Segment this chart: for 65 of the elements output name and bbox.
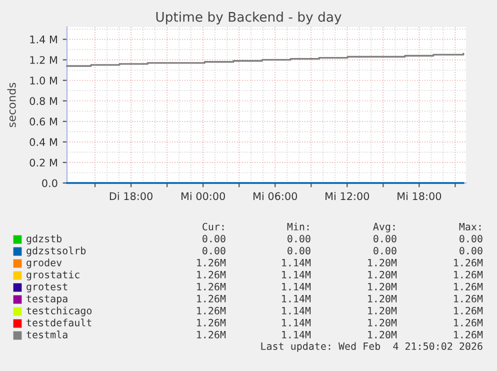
text: 1.26M <box>454 318 483 326</box>
text: Avg: <box>373 222 395 232</box>
legend-label: testapa <box>26 295 68 304</box>
y-axis-title: seconds <box>7 82 16 128</box>
text: 1.26M <box>197 306 226 314</box>
y-tick-label: 1.0 M <box>30 76 57 84</box>
text: 1.26M <box>454 282 483 290</box>
y-tick-label: 1.2 M <box>30 56 57 64</box>
text: 1.20M <box>368 306 397 314</box>
text: 0.00 <box>202 246 226 254</box>
legend-label: gdzstb <box>26 234 62 244</box>
text: 1.14M <box>282 270 311 278</box>
y-tick-label: 0.8 M <box>30 97 57 105</box>
legend-label: grodev <box>26 258 62 268</box>
legend-label: grostatic <box>26 270 80 280</box>
text: 1.26M <box>454 258 483 266</box>
text: 1.20M <box>368 318 397 326</box>
text: 1.26M <box>454 294 483 302</box>
text: 0.00 <box>288 234 310 242</box>
y-tick-label: 0.0 <box>42 179 58 188</box>
x-tick-label: Di 18:00 <box>110 192 152 200</box>
y-tick-label: 0.6 M <box>30 118 57 126</box>
text: Max: <box>459 222 481 230</box>
text: 1.26M <box>454 270 483 278</box>
text: 1.14M <box>282 258 311 266</box>
text: 1.26M <box>197 294 226 302</box>
text: 0.00 <box>460 234 482 242</box>
text: 0.00 <box>374 234 396 242</box>
text: 0.00 <box>202 234 226 242</box>
x-tick-label: Mi 12:00 <box>326 192 370 200</box>
text: 1.26M <box>197 282 226 290</box>
legend-label: testmla <box>26 330 68 338</box>
legend-label: grotest <box>26 283 68 292</box>
chart-title: Uptime by Backend - by day <box>156 12 342 24</box>
text: Last update: Wed Feb 4 21:50:02 2026 <box>261 342 482 352</box>
x-tick-label: Mi 18:00 <box>398 192 442 200</box>
text: 1.26M <box>197 270 226 278</box>
text: 0.00 <box>374 246 396 254</box>
text: 1.26M <box>197 330 226 338</box>
text: 1.14M <box>282 330 311 338</box>
y-tick-label: 0.2 M <box>30 158 57 167</box>
y-tick-label: 0.4 M <box>30 138 57 146</box>
text: Cur: <box>202 222 224 230</box>
legend-label: testdefault <box>26 318 92 326</box>
text: 0.00 <box>460 246 482 254</box>
text: 1.14M <box>282 318 311 326</box>
text: 1.26M <box>454 330 483 338</box>
x-tick-label: Mi 00:00 <box>181 192 225 200</box>
text: 1.26M <box>197 258 226 266</box>
text: 1.20M <box>368 258 397 266</box>
text: 0.00 <box>288 246 310 254</box>
x-tick-label: Mi 06:00 <box>254 192 298 200</box>
text: 1.20M <box>368 330 397 338</box>
text: 1.26M <box>197 318 226 326</box>
y-tick-label: 1.4 M <box>30 36 57 44</box>
legend-label: gdzstsolrb <box>26 246 86 256</box>
text: 1.20M <box>368 294 397 302</box>
text: 1.20M <box>368 270 397 278</box>
legend-label: testchicago <box>26 306 92 316</box>
text: 1.20M <box>368 282 397 290</box>
text: 1.14M <box>282 294 311 302</box>
text: 1.14M <box>282 306 311 314</box>
text: 1.26M <box>454 306 483 314</box>
text: Min: <box>287 222 309 230</box>
text: 1.14M <box>282 282 311 290</box>
